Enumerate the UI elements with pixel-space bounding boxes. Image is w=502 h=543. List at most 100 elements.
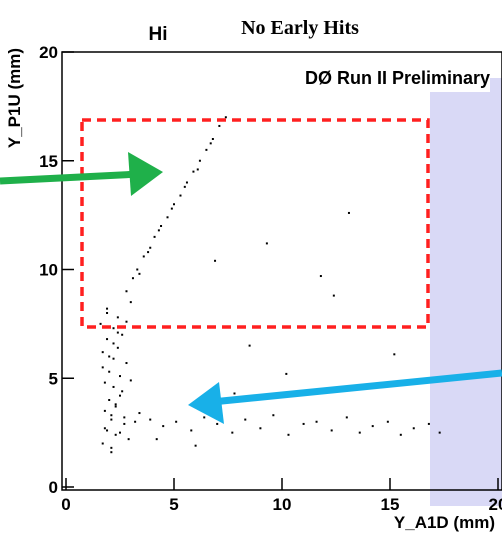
y-tick-label: 20 <box>39 43 58 62</box>
point <box>108 370 111 373</box>
point <box>173 203 175 206</box>
point <box>162 425 165 428</box>
point <box>121 390 124 393</box>
point <box>332 294 335 297</box>
point <box>155 438 158 441</box>
point <box>345 416 348 419</box>
point <box>302 422 305 425</box>
point <box>183 185 186 188</box>
point <box>386 420 389 423</box>
legend-text: DØ Run II Preliminary <box>305 68 490 88</box>
point <box>166 216 169 219</box>
point <box>399 433 402 436</box>
x-tick-label: 20 <box>489 495 502 514</box>
point <box>371 425 374 428</box>
point <box>149 418 152 421</box>
point <box>112 327 115 330</box>
point <box>412 427 415 430</box>
point <box>224 116 227 119</box>
point <box>192 170 195 173</box>
point <box>101 366 104 369</box>
point <box>248 344 251 347</box>
point <box>179 194 182 197</box>
y-axis-label: Y_P1U (mm) <box>5 48 24 148</box>
point <box>108 355 111 358</box>
point <box>103 409 106 412</box>
point <box>114 405 117 408</box>
point <box>129 301 132 304</box>
legend-box <box>193 62 490 92</box>
point <box>101 351 104 354</box>
point <box>153 235 156 238</box>
point <box>231 431 234 434</box>
point <box>218 124 221 127</box>
point <box>114 403 117 406</box>
point <box>427 422 430 425</box>
corner-text: Hi <box>149 24 168 45</box>
point <box>125 362 128 365</box>
point <box>110 451 113 454</box>
point <box>319 275 322 278</box>
x-tick-label: 15 <box>381 495 400 514</box>
point <box>330 429 333 432</box>
point <box>99 322 102 325</box>
point <box>103 381 106 384</box>
point <box>149 246 152 249</box>
point <box>127 438 130 441</box>
point <box>129 379 132 382</box>
point <box>211 138 214 140</box>
point <box>438 431 441 434</box>
point <box>259 427 262 430</box>
point <box>287 433 290 436</box>
x-tick-label: 0 <box>61 495 70 514</box>
point <box>190 429 193 432</box>
point <box>175 420 178 423</box>
point <box>106 307 109 310</box>
point <box>203 416 206 419</box>
side-panel <box>430 78 502 506</box>
point <box>185 181 188 184</box>
point <box>112 357 115 360</box>
point <box>121 333 124 336</box>
point <box>131 277 134 280</box>
point <box>244 418 247 421</box>
point <box>119 375 121 378</box>
point <box>216 422 219 425</box>
point <box>106 312 109 314</box>
x-tick-label: 5 <box>169 495 178 514</box>
y-tick-label: 5 <box>49 369 58 388</box>
point <box>160 225 163 227</box>
point <box>272 414 275 417</box>
y-tick-label: 15 <box>39 152 58 171</box>
point <box>147 251 150 254</box>
point <box>123 422 126 425</box>
point <box>110 418 113 421</box>
point <box>103 427 106 430</box>
point <box>123 416 126 419</box>
point <box>119 431 121 434</box>
point <box>194 444 197 447</box>
green-arrow <box>0 152 163 196</box>
point <box>125 290 128 293</box>
point <box>205 148 208 151</box>
point <box>110 446 113 449</box>
chart-title: No Early Hits <box>241 17 359 39</box>
point <box>347 211 350 214</box>
point <box>108 399 111 401</box>
point <box>112 342 115 345</box>
point <box>116 346 119 349</box>
x-axis-label: Y_A1D (mm) <box>394 513 495 532</box>
point <box>138 272 141 275</box>
point <box>142 255 145 258</box>
point <box>358 431 361 434</box>
point <box>209 142 212 145</box>
point <box>114 433 117 436</box>
point <box>136 268 139 271</box>
point <box>214 259 217 262</box>
point <box>125 320 128 323</box>
point <box>196 168 199 171</box>
y-tick-label: 0 <box>49 478 58 497</box>
point <box>112 385 115 388</box>
point <box>116 331 119 334</box>
